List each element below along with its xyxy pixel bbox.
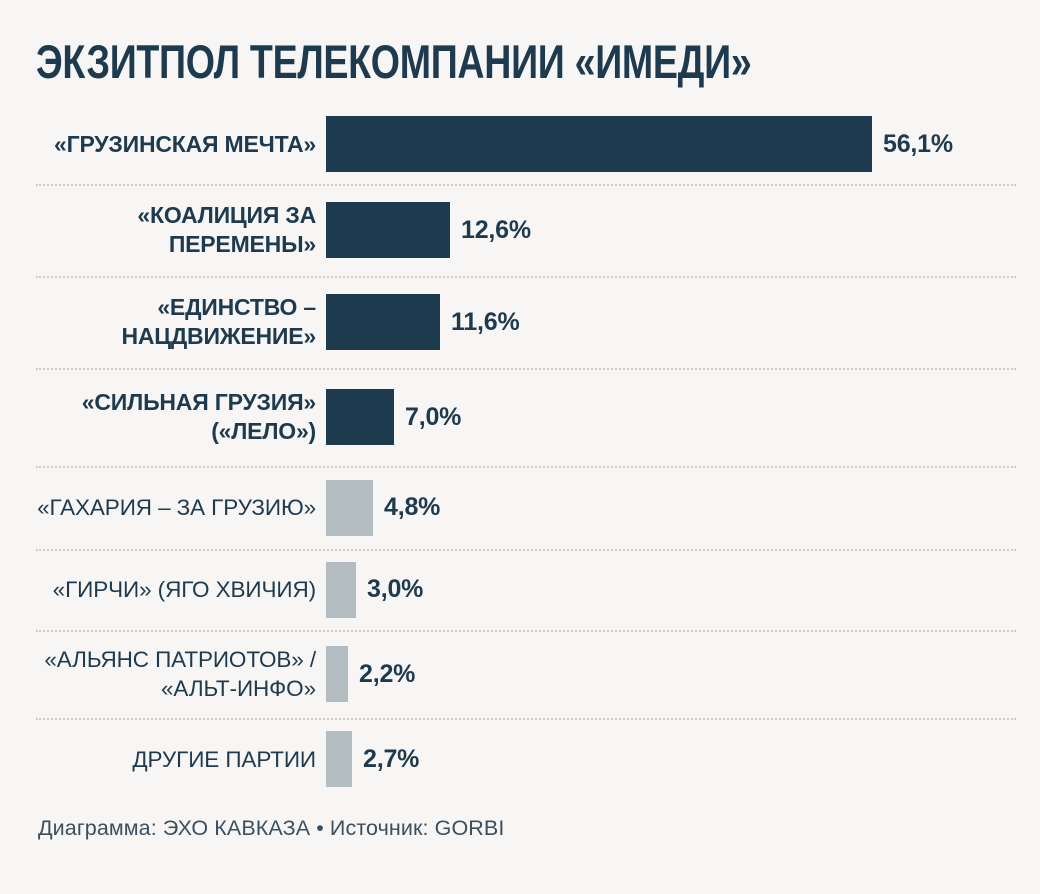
bar-value-label: 3,0% bbox=[367, 575, 424, 603]
bar bbox=[326, 479, 373, 536]
bar bbox=[326, 561, 356, 618]
bar-track: 3,0% bbox=[326, 549, 1040, 630]
page-title: ЭКЗИТПОЛ ТЕЛЕКОМПАНИИ «ИМЕДИ» bbox=[36, 35, 752, 88]
bar-category-label: «ГИРЧИ» (ЯГО ХВИЧИЯ) bbox=[52, 577, 316, 602]
bar-track: 11,6% bbox=[326, 276, 1040, 368]
row-separator bbox=[36, 466, 1016, 468]
bar-value-label: 12,6% bbox=[461, 215, 531, 244]
bar bbox=[326, 731, 352, 787]
bar-category-label: «ГАХАРИЯ – ЗА ГРУЗИЮ» bbox=[37, 495, 316, 520]
bar bbox=[326, 389, 394, 445]
bar-value-label: 7,0% bbox=[405, 402, 462, 431]
bar bbox=[326, 646, 348, 702]
row-separator bbox=[36, 368, 1016, 370]
table-row: «ГРУЗИНСКАЯ МЕЧТА» 56,1% bbox=[0, 104, 1040, 184]
bar-value-label: 4,8% bbox=[384, 493, 441, 521]
bar-category-label: «СИЛЬНАЯ ГРУЗИЯ» («ЛЕЛО») bbox=[81, 389, 316, 444]
bar-track: 7,0% bbox=[326, 368, 1040, 466]
table-row: «СИЛЬНАЯ ГРУЗИЯ» («ЛЕЛО») 7,0% bbox=[0, 368, 1040, 466]
row-separator bbox=[36, 630, 1016, 632]
bar-value-label: 56,1% bbox=[883, 129, 953, 158]
table-row: «ЕДИНСТВО – НАЦДВИЖЕНИЕ» 11,6% bbox=[0, 276, 1040, 368]
footer-credit: Диаграмма: ЭХО КАВКАЗА • Источник: GORBI bbox=[38, 816, 505, 840]
bar-track: 2,2% bbox=[326, 630, 1040, 718]
bar-track: 4,8% bbox=[326, 466, 1040, 549]
bar-value-label: 2,7% bbox=[363, 744, 420, 773]
row-separator bbox=[36, 718, 1016, 720]
bar-track: 2,7% bbox=[326, 718, 1040, 800]
row-separator bbox=[36, 549, 1016, 551]
row-separator bbox=[36, 184, 1016, 186]
bar bbox=[326, 202, 450, 258]
bar-track: 56,1% bbox=[326, 104, 1040, 184]
bar-category-label: ДРУГИЕ ПАРТИИ bbox=[132, 746, 316, 772]
bar bbox=[326, 116, 872, 172]
bar-category-label: «ГРУЗИНСКАЯ МЕЧТА» bbox=[54, 130, 316, 157]
bar-value-label: 11,6% bbox=[451, 307, 520, 336]
bar-category-label: «ЕДИНСТВО – НАЦДВИЖЕНИЕ» bbox=[121, 294, 316, 349]
bar bbox=[326, 294, 440, 350]
bar-track: 12,6% bbox=[326, 184, 1040, 276]
bar-category-label: «КОАЛИЦИЯ ЗА ПЕРЕМЕНЫ» bbox=[137, 202, 316, 257]
table-row: ДРУГИЕ ПАРТИИ 2,7% bbox=[0, 718, 1040, 800]
bar-chart: «ГРУЗИНСКАЯ МЕЧТА» 56,1% «КОАЛИЦИЯ ЗА ПЕРЕ… bbox=[0, 104, 1040, 800]
table-row: «ГАХАРИЯ – ЗА ГРУЗИЮ» 4,8% bbox=[0, 466, 1040, 549]
table-row: «АЛЬЯНС ПАТРИОТОВ» / «АЛЬТ-ИНФО» 2,2% bbox=[0, 630, 1040, 718]
bar-category-label: «АЛЬЯНС ПАТРИОТОВ» / «АЛЬТ-ИНФО» bbox=[44, 647, 316, 701]
table-row: «ГИРЧИ» (ЯГО ХВИЧИЯ) 3,0% bbox=[0, 549, 1040, 630]
bar-value-label: 2,2% bbox=[359, 659, 416, 688]
row-separator bbox=[36, 276, 1016, 278]
table-row: «КОАЛИЦИЯ ЗА ПЕРЕМЕНЫ» 12,6% bbox=[0, 184, 1040, 276]
